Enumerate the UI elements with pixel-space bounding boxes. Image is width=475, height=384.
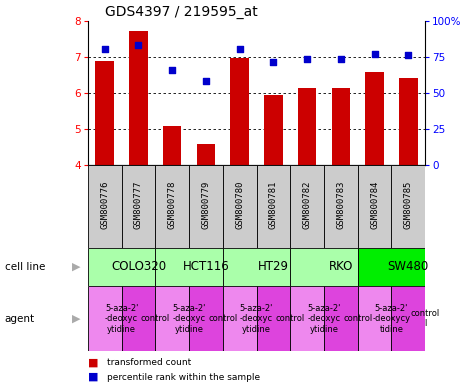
Text: cell line: cell line	[5, 262, 45, 272]
Text: control: control	[343, 314, 372, 323]
Bar	[155, 248, 223, 286]
Bar	[256, 165, 290, 248]
Bar	[197, 144, 215, 165]
Point	[202, 78, 210, 84]
Text: control: control	[141, 314, 170, 323]
Bar	[324, 165, 358, 248]
Bar	[122, 165, 155, 248]
Point	[168, 67, 176, 73]
Bar	[298, 88, 316, 165]
Text: SW480: SW480	[388, 260, 429, 273]
Point	[370, 51, 378, 57]
Bar	[399, 78, 418, 165]
Bar	[264, 95, 283, 165]
Text: percentile rank within the sample: percentile rank within the sample	[107, 372, 260, 382]
Text: ■: ■	[88, 358, 98, 368]
Text: COLO320: COLO320	[111, 260, 166, 273]
Bar	[95, 61, 114, 165]
Bar	[163, 126, 181, 165]
Bar	[324, 286, 358, 351]
Text: GSM800778: GSM800778	[168, 180, 177, 229]
Bar	[155, 165, 189, 248]
Text: agent: agent	[5, 314, 35, 324]
Text: 5-aza-2'
-deoxycy
tidine: 5-aza-2' -deoxycy tidine	[372, 304, 410, 334]
Text: GSM800780: GSM800780	[235, 180, 244, 229]
Text: GSM800782: GSM800782	[303, 180, 312, 229]
Text: HCT116: HCT116	[182, 260, 229, 273]
Point	[337, 56, 345, 62]
Text: ■: ■	[88, 372, 98, 382]
Bar	[223, 248, 290, 286]
Text: GSM800785: GSM800785	[404, 180, 413, 229]
Bar	[122, 286, 155, 351]
Text: GSM800784: GSM800784	[370, 180, 379, 229]
Bar	[189, 286, 223, 351]
Point	[236, 46, 243, 52]
Bar	[230, 58, 249, 165]
Bar	[358, 248, 425, 286]
Bar	[88, 248, 155, 286]
Bar	[358, 165, 391, 248]
Bar	[155, 286, 189, 351]
Text: GSM800779: GSM800779	[201, 180, 210, 229]
Text: control: control	[276, 314, 305, 323]
Text: control
l: control l	[410, 309, 440, 328]
Bar	[223, 165, 256, 248]
Text: 5-aza-2'
-deoxyc
ytidine: 5-aza-2' -deoxyc ytidine	[307, 304, 341, 334]
Text: GSM800783: GSM800783	[336, 180, 345, 229]
Bar	[391, 165, 425, 248]
Text: 5-aza-2'
-deoxyc
ytidine: 5-aza-2' -deoxyc ytidine	[172, 304, 206, 334]
Point	[135, 42, 142, 48]
Text: HT29: HT29	[258, 260, 289, 273]
Point	[405, 52, 412, 58]
Text: transformed count: transformed count	[107, 358, 191, 367]
Bar	[256, 286, 290, 351]
Text: GSM800777: GSM800777	[134, 180, 143, 229]
Bar	[290, 165, 324, 248]
Text: control: control	[208, 314, 238, 323]
Text: GSM800776: GSM800776	[100, 180, 109, 229]
Bar	[189, 165, 223, 248]
Point	[101, 46, 108, 52]
Bar	[223, 286, 256, 351]
Text: ▶: ▶	[72, 262, 80, 272]
Bar	[88, 286, 122, 351]
Bar	[391, 286, 425, 351]
Text: 5-aza-2'
-deoxyc
ytidine: 5-aza-2' -deoxyc ytidine	[105, 304, 138, 334]
Bar	[290, 248, 358, 286]
Point	[270, 59, 277, 65]
Text: RKO: RKO	[329, 260, 353, 273]
Text: ▶: ▶	[72, 314, 80, 324]
Text: GDS4397 / 219595_at: GDS4397 / 219595_at	[104, 5, 257, 19]
Point	[304, 56, 311, 62]
Bar	[129, 31, 148, 165]
Bar	[88, 165, 122, 248]
Bar	[365, 71, 384, 165]
Bar	[290, 286, 324, 351]
Text: GSM800781: GSM800781	[269, 180, 278, 229]
Bar	[332, 88, 350, 165]
Bar	[358, 286, 391, 351]
Text: 5-aza-2'
-deoxyc
ytidine: 5-aza-2' -deoxyc ytidine	[240, 304, 273, 334]
